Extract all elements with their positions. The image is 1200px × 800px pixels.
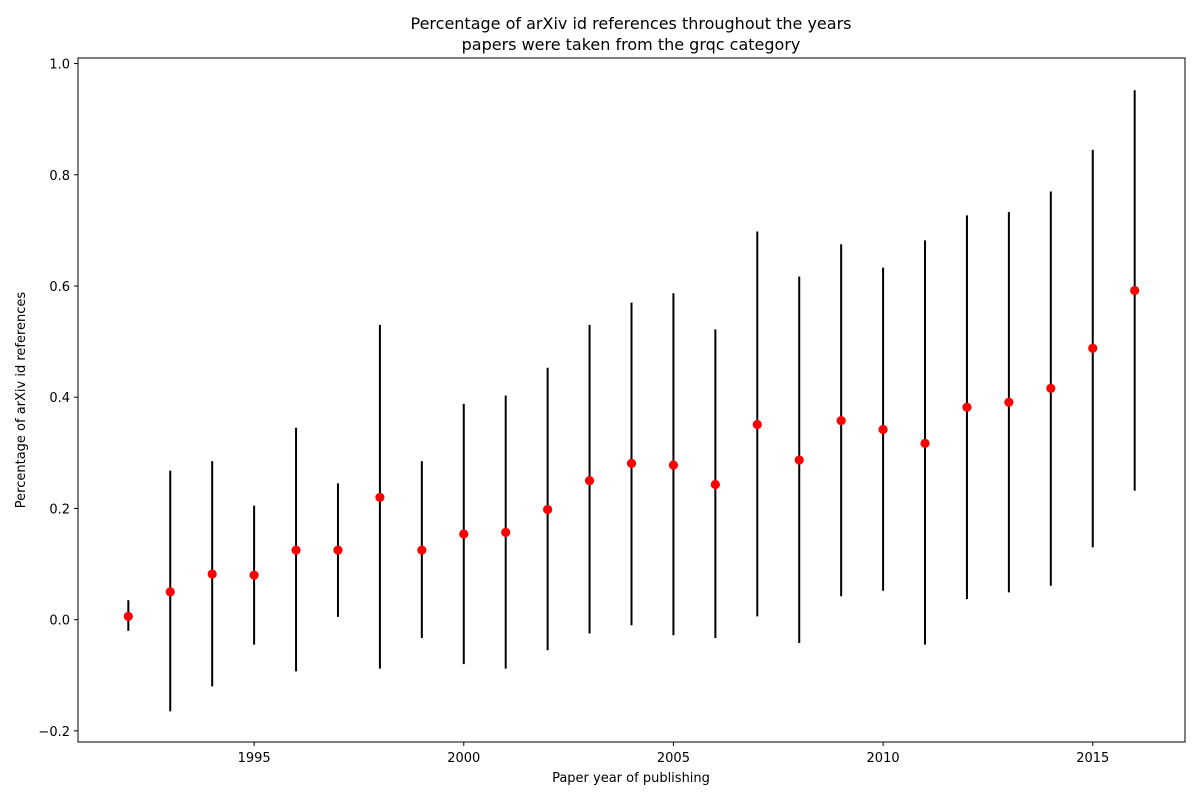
data-point-2002 [543, 504, 553, 515]
data-point-2014 [1046, 383, 1056, 393]
data-point-2012 [962, 402, 972, 412]
x-tick-label-2015: 2015 [1076, 751, 1109, 766]
plot-frame [77, 57, 1186, 743]
data-point-1998 [375, 492, 385, 502]
data-point-1992 [123, 611, 133, 621]
data-point-1993 [165, 587, 175, 597]
data-point-1999 [417, 545, 427, 555]
data-point-2013 [1004, 397, 1014, 407]
data-point-2011 [920, 438, 930, 448]
y-tick-label-3: 0.4 [49, 391, 70, 406]
x-axis-label: Paper year of publishing [552, 771, 710, 786]
data-point-2001 [501, 527, 511, 537]
data-point-2008 [794, 455, 804, 465]
plot-marks [123, 90, 1140, 712]
x-tick-label-2005: 2005 [657, 751, 690, 766]
y-tick-label-2: 0.2 [49, 502, 70, 517]
data-point-2006 [710, 479, 720, 490]
axes: 1995 2000 2005 2010 2015 −0.2 0.0 0.2 0.4 0.6 0.8 1… [38, 57, 1186, 766]
data-point-2007 [752, 419, 762, 430]
data-point-1996 [291, 545, 301, 555]
data-point-1994 [207, 569, 217, 579]
y-tick-label-6: 1.0 [49, 58, 70, 73]
data-point-2016 [1130, 285, 1140, 296]
data-point-2005 [668, 460, 679, 470]
data-point-2009 [836, 415, 846, 426]
data-point-2003 [584, 476, 595, 486]
x-tick-label-2000: 2000 [447, 751, 480, 766]
chart-subtitle: papers were taken from the grqc category [462, 35, 801, 54]
x-tick-label-1995: 1995 [238, 751, 271, 766]
y-tick-label-1: 0.0 [49, 614, 70, 629]
data-point-1995 [249, 570, 259, 580]
y-tick-label-0: −0.2 [38, 725, 70, 740]
data-point-2010 [878, 424, 888, 435]
data-point-2000 [459, 529, 469, 539]
data-point-1997 [333, 545, 343, 555]
data-point-2015 [1088, 343, 1098, 353]
y-tick-label-4: 0.6 [49, 280, 70, 295]
y-axis-label: Percentage of arXiv id references [14, 292, 29, 509]
chart-title: Percentage of arXiv id references throug… [411, 14, 852, 33]
y-tick-label-5: 0.8 [49, 169, 70, 184]
data-point-2004 [626, 458, 637, 468]
x-tick-label-2010: 2010 [867, 751, 900, 766]
